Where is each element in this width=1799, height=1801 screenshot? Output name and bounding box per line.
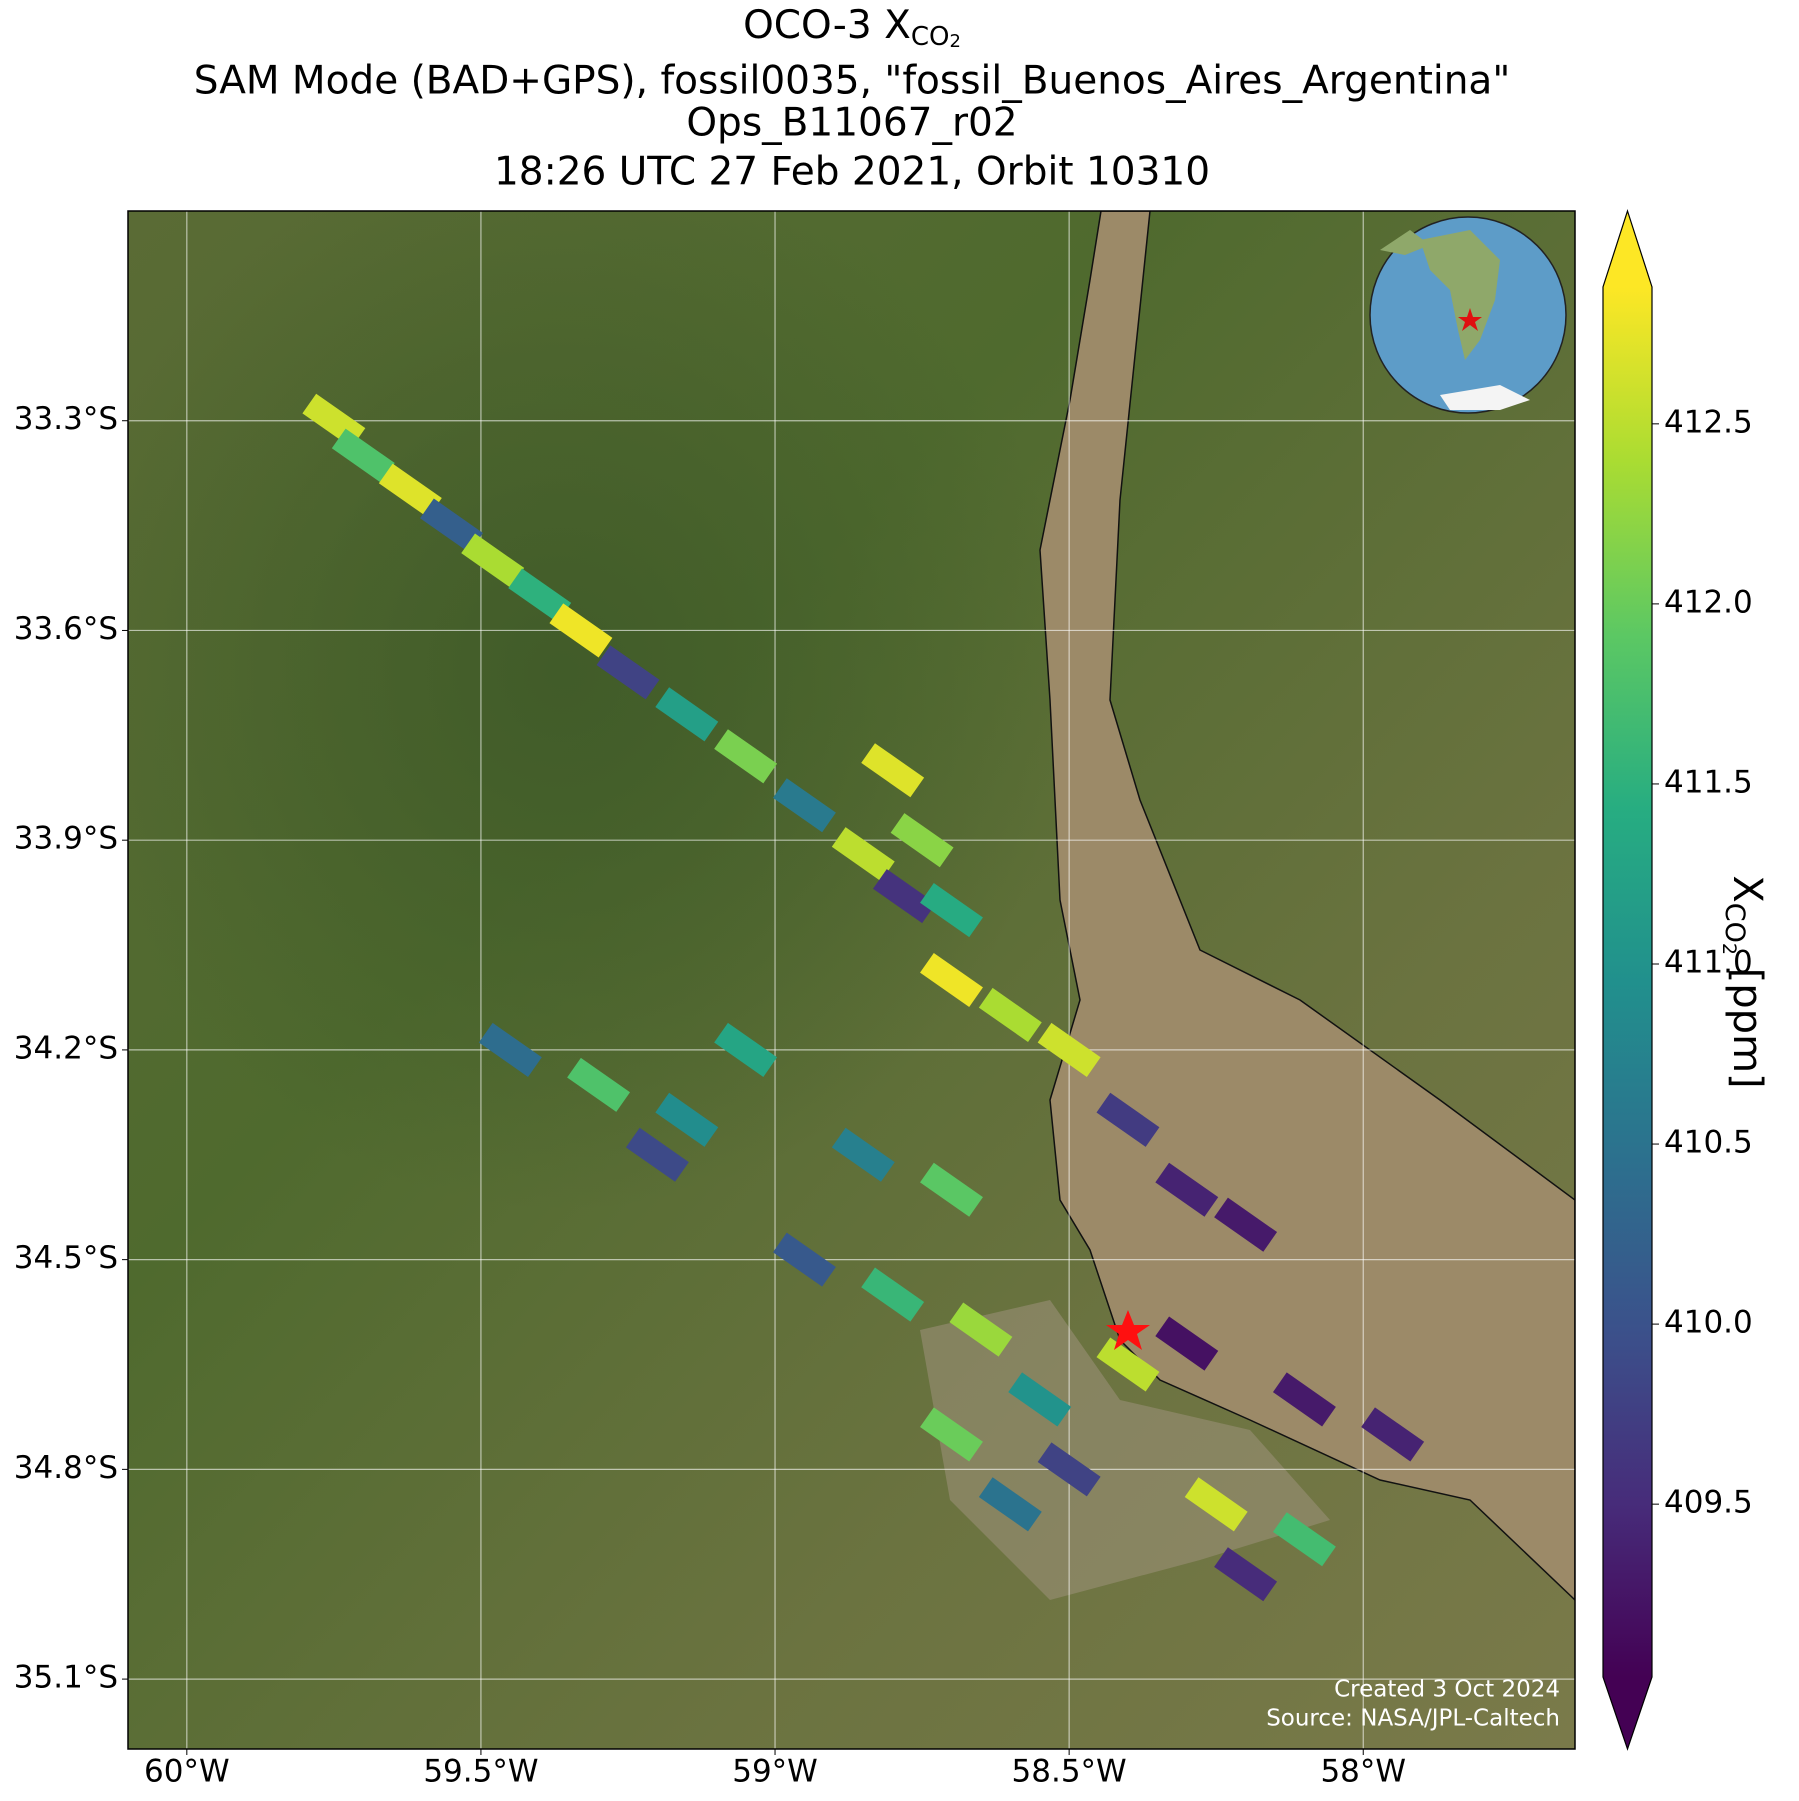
sounding-cell <box>861 743 925 798</box>
sounding-cell <box>378 463 442 518</box>
sounding-cell <box>567 1057 631 1112</box>
sounding-cell <box>831 827 895 882</box>
colorbar-extend-min <box>1603 1677 1652 1749</box>
sounding-cell <box>949 1302 1013 1357</box>
y-tick-label: 34.2°S <box>14 1030 118 1066</box>
x-tick-label: 59°W <box>732 1754 818 1790</box>
y-tick-label: 33.9°S <box>14 821 118 857</box>
soundings <box>302 393 1425 1602</box>
colorbar-label-part: CO <box>1720 903 1751 943</box>
sounding-cell <box>714 729 778 784</box>
title-main: OCO-3 XCO2 <box>743 3 961 53</box>
title-line: Ops_B11067_r02 <box>686 101 1017 146</box>
sounding-cell <box>1096 1337 1160 1392</box>
y-tick-label: 34.8°S <box>14 1450 118 1486</box>
colorbar-tick-label: 411.5 <box>1664 764 1753 800</box>
title-sub-index: 2 <box>949 31 960 52</box>
sounding-cell <box>1008 1372 1072 1427</box>
x-tick-label: 58.5°W <box>1012 1754 1127 1790</box>
target-marker <box>1106 1310 1150 1350</box>
credits: Created 3 Oct 2024 Source: NASA/JPL-Calte… <box>1266 1677 1560 1732</box>
sounding-cell <box>772 778 836 833</box>
y-tick-label: 33.3°S <box>14 401 118 437</box>
sounding-cell <box>508 568 572 623</box>
y-tick-label: 34.5°S <box>14 1240 118 1276</box>
sounding-cell <box>655 687 719 742</box>
sounding-cell <box>1272 1372 1336 1427</box>
sounding-cell <box>1155 1316 1219 1371</box>
sounding-cell <box>1037 1442 1101 1497</box>
sounding-cell <box>1361 1407 1425 1462</box>
colorbar-tick-label: 412.0 <box>1664 584 1753 620</box>
inset-globe <box>1369 216 1567 414</box>
title-sub: CO <box>911 22 950 52</box>
colorbar-tick-label: 412.5 <box>1664 404 1753 440</box>
sounding-cell <box>861 1267 925 1322</box>
sounding-cell <box>1214 1547 1278 1602</box>
colorbar-tick-label: 410.5 <box>1664 1125 1753 1161</box>
sounding-cell <box>920 1162 983 1217</box>
colorbar-tick-label: 409.5 <box>1664 1485 1753 1521</box>
sounding-cell <box>1155 1162 1219 1217</box>
sounding-cell <box>831 1127 895 1182</box>
sounding-cell <box>625 1127 689 1182</box>
colorbar-tick-label: 411.0 <box>1664 944 1753 980</box>
x-tick-label: 58°W <box>1320 1754 1406 1790</box>
sounding-cell <box>1214 1197 1278 1252</box>
sounding-cell <box>420 498 483 553</box>
map-frame <box>127 210 1576 1750</box>
colorbar: 409.5 410.0 410.5 411.0 411.5 412.0 412.5 XCO2 … <box>1602 209 1771 1751</box>
sounding-cell <box>1184 1477 1248 1532</box>
sounding-cell <box>1272 1512 1336 1567</box>
colorbar-extend-max <box>1603 211 1652 287</box>
colorbar-label-part: [ppm] <box>1724 955 1770 1089</box>
y-tick-label: 35.1°S <box>14 1660 118 1696</box>
sounding-cell <box>772 1232 836 1287</box>
sounding-cell <box>1096 1092 1160 1147</box>
sounding-cell <box>1037 1022 1101 1077</box>
sounding-cell <box>714 1022 778 1077</box>
x-tick-label: 59.5°W <box>423 1754 538 1790</box>
sounding-cell <box>872 869 936 924</box>
title-line: SAM Mode (BAD+GPS), fossil0035, "fossil_… <box>194 59 1511 104</box>
sounding-cell <box>920 883 983 938</box>
sounding-cell <box>890 813 954 868</box>
y-tick-label: 33.6°S <box>14 611 118 647</box>
sounding-cell <box>596 645 660 700</box>
sounding-cell <box>331 428 395 483</box>
sounding-cell <box>978 1477 1042 1532</box>
title-line: 18:26 UTC 27 Feb 2021, Orbit 10310 <box>494 150 1210 195</box>
sounding-cell <box>655 1092 719 1147</box>
sounding-cell <box>920 1407 983 1462</box>
sounding-cell <box>920 952 983 1008</box>
colorbar-label-part: X <box>1724 875 1770 902</box>
colorbar-label: XCO2 [ppm] <box>1719 875 1771 1088</box>
credit-line: Created 3 Oct 2024 <box>1334 1677 1560 1703</box>
credit-line: Source: NASA/JPL-Caltech <box>1266 1706 1560 1732</box>
colorbar-body <box>1603 287 1652 1677</box>
sounding-cell <box>461 533 525 588</box>
colorbar-tick-label: 410.0 <box>1664 1305 1753 1341</box>
colorbar-outline <box>1602 209 1653 1751</box>
title-text: OCO-3 X <box>743 3 911 48</box>
sounding-cell <box>978 987 1042 1042</box>
colorbar-label-part: 2 <box>1719 943 1741 955</box>
title: OCO-3 XCO2 SAM Mode (BAD+GPS), fossil003… <box>194 3 1511 195</box>
x-tick-label: 60°W <box>144 1754 230 1790</box>
sounding-cell <box>549 603 613 658</box>
sounding-cell <box>478 1022 542 1077</box>
